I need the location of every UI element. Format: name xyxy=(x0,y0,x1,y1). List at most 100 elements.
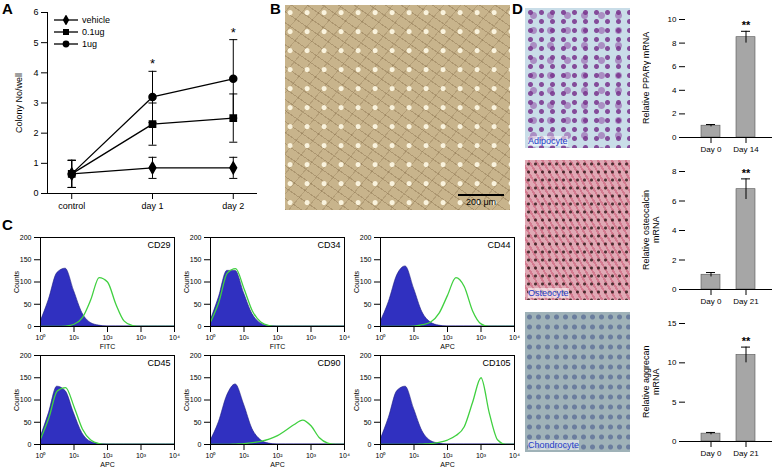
svg-text:10: 10 xyxy=(668,358,677,367)
svg-text:10⁰: 10⁰ xyxy=(206,452,217,459)
svg-text:10²: 10² xyxy=(442,334,453,341)
svg-text:50: 50 xyxy=(194,418,202,425)
svg-text:CD105: CD105 xyxy=(482,358,510,368)
svg-text:APC: APC xyxy=(100,461,114,468)
svg-text:Counts: Counts xyxy=(13,388,20,411)
svg-text:Counts: Counts xyxy=(353,388,360,411)
svg-text:10⁰: 10⁰ xyxy=(376,452,387,459)
svg-text:10³: 10³ xyxy=(306,334,317,341)
svg-text:6: 6 xyxy=(672,197,677,206)
svg-text:10⁴: 10⁴ xyxy=(339,452,350,459)
svg-text:10⁴: 10⁴ xyxy=(169,452,180,459)
svg-text:10: 10 xyxy=(668,15,677,24)
svg-text:10²: 10² xyxy=(442,452,453,459)
svg-text:Day 21: Day 21 xyxy=(733,297,759,306)
svg-text:FITC: FITC xyxy=(100,343,116,350)
svg-text:CD34: CD34 xyxy=(317,240,340,250)
svg-text:Counts: Counts xyxy=(353,270,360,293)
svg-text:CD29: CD29 xyxy=(147,240,170,250)
svg-text:10³: 10³ xyxy=(136,334,147,341)
svg-text:6: 6 xyxy=(33,7,38,17)
svg-text:8: 8 xyxy=(672,167,677,176)
svg-text:10³: 10³ xyxy=(136,452,147,459)
svg-text:Day 0: Day 0 xyxy=(701,297,722,306)
svg-text:10²: 10² xyxy=(102,452,113,459)
svg-text:10²: 10² xyxy=(272,334,283,341)
svg-text:3: 3 xyxy=(33,98,38,108)
svg-text:10¹: 10¹ xyxy=(239,452,250,459)
svg-text:4: 4 xyxy=(33,68,38,78)
svg-text:100: 100 xyxy=(190,396,202,403)
svg-text:10²: 10² xyxy=(102,334,113,341)
svg-text:Colony No/well: Colony No/well xyxy=(14,73,24,133)
svg-text:2: 2 xyxy=(672,109,677,118)
svg-text:200: 200 xyxy=(360,234,372,241)
svg-text:Day 0: Day 0 xyxy=(701,449,722,458)
svg-text:CD44: CD44 xyxy=(487,240,510,250)
svg-text:5: 5 xyxy=(33,38,38,48)
svg-text:0: 0 xyxy=(198,441,202,448)
svg-text:6: 6 xyxy=(672,62,677,71)
svg-text:control: control xyxy=(58,201,85,211)
svg-text:10¹: 10¹ xyxy=(69,334,80,341)
svg-text:100: 100 xyxy=(20,278,32,285)
svg-text:day 2: day 2 xyxy=(222,201,244,211)
svg-text:10³: 10³ xyxy=(476,452,487,459)
svg-text:Counts: Counts xyxy=(183,270,190,293)
svg-text:150: 150 xyxy=(360,256,372,263)
svg-text:APC: APC xyxy=(440,343,454,350)
svg-text:50: 50 xyxy=(24,300,32,307)
svg-text:0: 0 xyxy=(28,323,32,330)
svg-text:0: 0 xyxy=(672,285,677,294)
svg-text:0: 0 xyxy=(672,133,677,142)
svg-text:100: 100 xyxy=(360,278,372,285)
svg-text:10³: 10³ xyxy=(306,452,317,459)
svg-text:10⁰: 10⁰ xyxy=(36,452,47,459)
svg-text:0: 0 xyxy=(198,323,202,330)
svg-text:10¹: 10¹ xyxy=(239,334,250,341)
svg-text:50: 50 xyxy=(364,300,372,307)
svg-text:10²: 10² xyxy=(272,452,283,459)
svg-text:200: 200 xyxy=(20,234,32,241)
svg-text:*: * xyxy=(231,25,236,40)
svg-text:15: 15 xyxy=(668,319,677,328)
svg-text:0: 0 xyxy=(368,323,372,330)
svg-text:2: 2 xyxy=(33,128,38,138)
svg-text:0: 0 xyxy=(28,441,32,448)
svg-text:10¹: 10¹ xyxy=(69,452,80,459)
svg-text:10¹: 10¹ xyxy=(409,452,420,459)
svg-text:day 1: day 1 xyxy=(141,201,163,211)
svg-text:8: 8 xyxy=(672,39,677,48)
svg-text:10⁴: 10⁴ xyxy=(339,334,350,341)
svg-text:50: 50 xyxy=(194,300,202,307)
svg-text:10⁰: 10⁰ xyxy=(376,334,387,341)
svg-text:APC: APC xyxy=(440,461,454,468)
svg-text:10⁴: 10⁴ xyxy=(509,334,520,341)
svg-text:Counts: Counts xyxy=(183,388,190,411)
svg-text:FITC: FITC xyxy=(270,343,286,350)
svg-text:CD45: CD45 xyxy=(147,358,170,368)
svg-text:Day 14: Day 14 xyxy=(733,145,759,154)
svg-text:150: 150 xyxy=(190,374,202,381)
svg-text:10¹: 10¹ xyxy=(409,334,420,341)
svg-text:100: 100 xyxy=(190,278,202,285)
svg-text:150: 150 xyxy=(190,256,202,263)
svg-text:150: 150 xyxy=(20,256,32,263)
svg-text:0: 0 xyxy=(368,441,372,448)
svg-text:4: 4 xyxy=(672,86,677,95)
svg-text:150: 150 xyxy=(20,374,32,381)
svg-text:50: 50 xyxy=(24,418,32,425)
svg-text:4: 4 xyxy=(672,226,677,235)
svg-text:Day 21: Day 21 xyxy=(733,449,759,458)
svg-text:**: ** xyxy=(742,335,751,347)
svg-text:200: 200 xyxy=(360,352,372,359)
svg-text:10⁴: 10⁴ xyxy=(169,334,180,341)
svg-text:10³: 10³ xyxy=(476,334,487,341)
svg-text:100: 100 xyxy=(20,396,32,403)
svg-text:Day 0: Day 0 xyxy=(701,145,722,154)
svg-text:APC: APC xyxy=(270,461,284,468)
svg-text:150: 150 xyxy=(360,374,372,381)
svg-text:10⁴: 10⁴ xyxy=(509,452,520,459)
svg-text:*: * xyxy=(150,56,155,71)
svg-text:200: 200 xyxy=(20,352,32,359)
